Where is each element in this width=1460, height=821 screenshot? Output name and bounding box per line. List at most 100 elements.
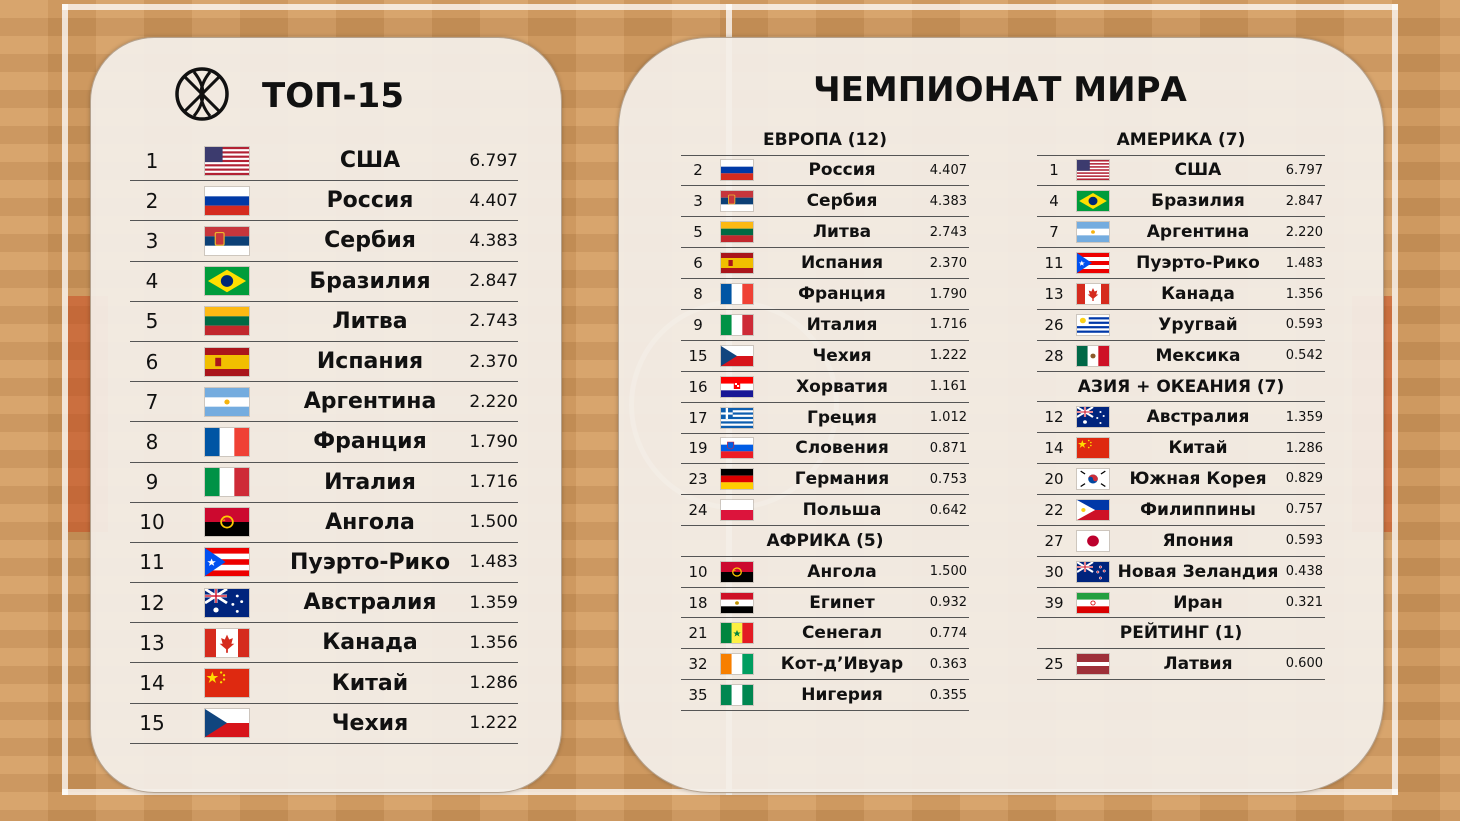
country-name: Россия xyxy=(326,188,414,214)
rank-number: 13 xyxy=(1044,285,1064,303)
flag-cell xyxy=(715,222,759,243)
country-name: Китай xyxy=(1168,438,1228,459)
rank-number: 5 xyxy=(145,309,159,334)
flag-cell xyxy=(174,226,280,255)
flag-cell xyxy=(174,669,280,698)
country-name: Польша xyxy=(802,500,882,521)
table-row: 11 Пуэрто-Рико 1.483 xyxy=(1037,248,1325,280)
table-row: 20 Южная Корея 0.829 xyxy=(1037,464,1325,495)
flag-cz-icon xyxy=(721,345,753,366)
rank-number: 27 xyxy=(1044,531,1064,550)
table-row: 22 Филиппины 0.757 xyxy=(1037,495,1325,526)
flag-cell xyxy=(715,623,759,644)
flag-cell xyxy=(1071,407,1115,428)
table-row: 1 США 6.797 xyxy=(130,141,518,182)
flag-ar-icon xyxy=(1077,222,1109,243)
flag-us-icon xyxy=(205,146,249,175)
flag-cell xyxy=(715,500,759,521)
flag-cell xyxy=(174,468,280,497)
rating-score: 2.370 xyxy=(929,255,967,271)
flag-it-icon xyxy=(721,314,753,335)
table-row: 25 Латвия 0.600 xyxy=(1037,649,1325,680)
country-name: Южная Корея xyxy=(1129,468,1267,489)
flag-br-icon xyxy=(1077,191,1109,212)
flag-cell xyxy=(1071,314,1115,335)
flag-rs-icon xyxy=(205,226,249,255)
flag-es-icon xyxy=(205,347,249,376)
rank-number: 7 xyxy=(1049,223,1059,242)
flag-cell xyxy=(1071,191,1115,212)
rank-number: 1 xyxy=(1049,161,1059,180)
rating-score: 1.286 xyxy=(1285,440,1323,456)
country-name: Мексика xyxy=(1155,345,1241,366)
flag-cell xyxy=(1071,345,1115,366)
flag-fr-icon xyxy=(205,427,249,456)
table-row: 26 Уругвай 0.593 xyxy=(1037,310,1325,341)
flag-nz-icon xyxy=(1077,561,1109,582)
flag-pr-icon xyxy=(1077,253,1109,274)
rating-score: 1.790 xyxy=(469,431,518,452)
flag-ir-icon xyxy=(1077,592,1109,613)
flag-cell xyxy=(715,561,759,582)
country-name: Аргентина xyxy=(303,389,437,415)
table-row: 15 Чехия 1.222 xyxy=(681,341,969,372)
table-row: 2 Россия 4.407 xyxy=(130,181,518,222)
top15-panel xyxy=(90,37,562,793)
rating-score: 4.383 xyxy=(469,230,518,251)
country-name: Япония xyxy=(1162,530,1234,551)
table-row: 17 Греция 1.012 xyxy=(681,403,969,434)
flag-cell xyxy=(1071,284,1115,304)
country-name: Китай xyxy=(331,670,409,696)
country-name: Чехия xyxy=(331,710,409,736)
table-row: 16 Хорватия 1.161 xyxy=(681,372,969,403)
table-row: 9 Италия 1.716 xyxy=(681,310,969,341)
rank-number: 6 xyxy=(145,349,159,374)
rating-score: 1.716 xyxy=(469,472,518,493)
country-name: Италия xyxy=(806,314,878,335)
rating-score: 1.483 xyxy=(1285,255,1323,271)
table-row: 9 Италия 1.716 xyxy=(130,463,518,503)
rank-number: 28 xyxy=(1044,346,1064,365)
rating-score: 0.642 xyxy=(929,502,967,518)
flag-cell xyxy=(174,548,280,577)
flag-ar-icon xyxy=(205,387,249,416)
table-row: 18 Египет 0.932 xyxy=(681,588,969,619)
country-name: Франция xyxy=(313,429,427,455)
country-name: Австралия xyxy=(303,590,437,616)
country-name: Новая Зеландия xyxy=(1117,561,1279,582)
flag-cell xyxy=(1071,592,1115,613)
rating-score: 1.716 xyxy=(929,317,967,333)
country-name: Сенегал xyxy=(801,623,883,644)
table-row: 19 Словения 0.871 xyxy=(681,434,969,465)
table-row: 12 Австралия 1.359 xyxy=(130,583,518,624)
rating-score: 4.407 xyxy=(929,162,967,178)
country-name: Сербия xyxy=(806,191,878,212)
flag-gr-icon xyxy=(721,407,753,428)
rank-number: 32 xyxy=(688,655,708,674)
flag-it-icon xyxy=(205,468,249,497)
rank-number: 9 xyxy=(693,315,703,334)
flag-cell xyxy=(715,685,759,706)
table-row: 8 Франция 1.790 xyxy=(130,422,518,463)
country-name: Канада xyxy=(322,630,418,656)
flag-cell xyxy=(174,387,280,416)
flag-ci-icon xyxy=(721,654,753,675)
flag-cell xyxy=(1071,499,1115,520)
rating-score: 6.797 xyxy=(469,150,518,171)
table-row: 12 Австралия 1.359 xyxy=(1037,402,1325,434)
flag-lv-icon xyxy=(1077,653,1109,674)
rank-number: 18 xyxy=(688,593,708,612)
rating-score: 2.847 xyxy=(1285,193,1323,209)
rating-score: 1.286 xyxy=(469,673,518,694)
flag-cell xyxy=(1071,530,1115,551)
table-row: 6 Испания 2.370 xyxy=(130,342,518,383)
rank-number: 14 xyxy=(139,671,165,696)
flag-cell xyxy=(1071,253,1115,274)
flag-ph-icon xyxy=(1077,499,1109,520)
rank-number: 2 xyxy=(693,161,703,180)
rank-number: 7 xyxy=(145,389,159,414)
flag-cell xyxy=(715,191,759,212)
flag-cell xyxy=(174,186,280,215)
flag-rs-icon xyxy=(721,191,753,212)
table-row: 1 США 6.797 xyxy=(1037,156,1325,187)
